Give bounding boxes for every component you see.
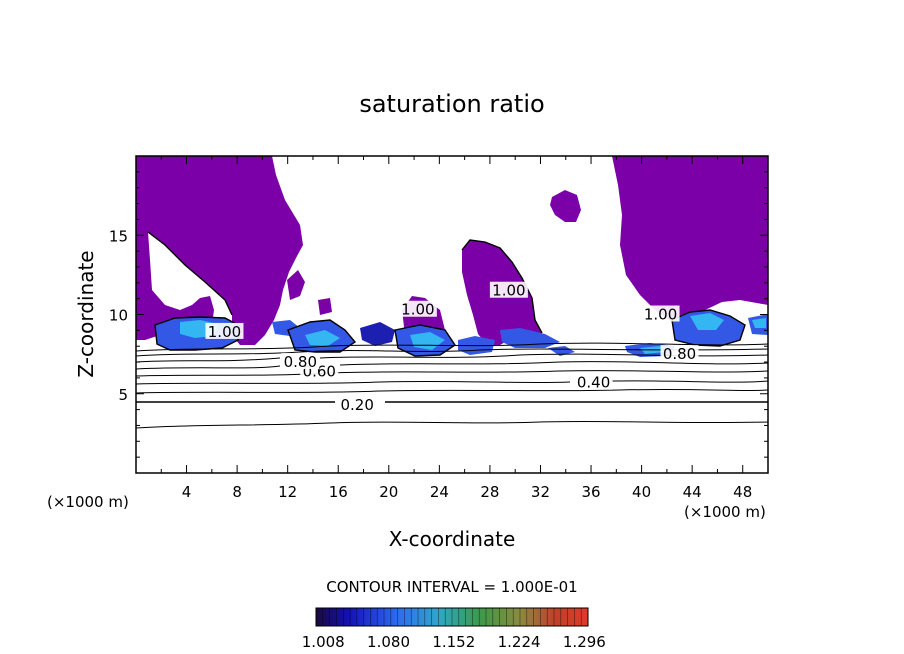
colorbar-tick-label: 1.224 bbox=[498, 633, 541, 651]
x-units-left: (×1000 m) bbox=[47, 493, 129, 511]
contour-line bbox=[136, 388, 768, 394]
chart-title: saturation ratio bbox=[359, 90, 544, 118]
contour-line bbox=[461, 239, 543, 334]
contour-line bbox=[136, 380, 768, 385]
y-tick-label: 5 bbox=[118, 386, 128, 404]
x-tick-label: 28 bbox=[480, 483, 499, 501]
x-tick-label: 24 bbox=[430, 483, 449, 501]
x-tick-label: 32 bbox=[531, 483, 550, 501]
contour-line bbox=[136, 370, 768, 377]
x-tick-label: 40 bbox=[632, 483, 651, 501]
x-units-right: (×1000 m) bbox=[684, 503, 766, 521]
contour-label: 0.80 bbox=[284, 353, 317, 371]
colorbar-tick-label: 1.296 bbox=[563, 633, 606, 651]
purple-region-left bbox=[136, 156, 303, 345]
cloud-patch bbox=[752, 318, 766, 328]
y-tick-label: 10 bbox=[109, 307, 128, 325]
x-tick-label: 12 bbox=[278, 483, 297, 501]
contour-labels: 0.200.400.600.801.001.001.00 1.000.80 bbox=[205, 281, 699, 414]
contour-label-bg bbox=[489, 281, 528, 298]
contour-line bbox=[136, 361, 768, 370]
colorbar-tick-label: 1.008 bbox=[302, 633, 345, 651]
x-tick-label: 36 bbox=[581, 483, 600, 501]
contour-label: 1.00 bbox=[208, 323, 241, 341]
purple-blob-small bbox=[287, 270, 305, 300]
contour-line bbox=[136, 348, 768, 357]
x-tick-label: 48 bbox=[733, 483, 752, 501]
x-axis-label: X-coordinate bbox=[389, 527, 516, 551]
contour-label-bg bbox=[574, 373, 613, 390]
contour-line bbox=[287, 319, 357, 353]
contour-interval-note: CONTOUR INTERVAL = 1.000E-01 bbox=[326, 578, 577, 596]
purple-blob-top bbox=[550, 190, 581, 222]
contour-line bbox=[671, 309, 746, 347]
contour-label-bg bbox=[398, 300, 437, 317]
x-tick-label: 16 bbox=[329, 483, 348, 501]
contour-line bbox=[136, 342, 768, 352]
cloud-patch bbox=[500, 328, 560, 348]
x-tick-label: 8 bbox=[232, 483, 242, 501]
colorbar-stripes bbox=[322, 608, 582, 626]
y-axis-label: Z-coordinate bbox=[74, 250, 98, 377]
x-axis: 4 8 12 16 20 24 28 32 36 40 44 48 bbox=[160, 156, 752, 501]
contour-label-bg bbox=[281, 353, 320, 370]
plot-area: 0.200.400.600.801.001.001.00 1.000.80 bbox=[136, 156, 768, 473]
cloud-patch bbox=[305, 330, 340, 346]
x-tick-label: 4 bbox=[182, 483, 192, 501]
colorbar-ticks: 1.008 1.080 1.152 1.224 1.296 bbox=[302, 633, 606, 651]
purple-region-right bbox=[612, 156, 768, 322]
contour-label-bg bbox=[641, 305, 680, 322]
contour-label: 1.00 bbox=[401, 301, 434, 319]
cloud-patch bbox=[690, 313, 724, 330]
contour-lines bbox=[136, 231, 768, 429]
contour-label-bg bbox=[660, 345, 699, 362]
y-tick-label: 15 bbox=[109, 227, 128, 245]
contour-line bbox=[154, 316, 241, 351]
cloud-patch bbox=[360, 322, 395, 346]
colorbar-tick-label: 1.152 bbox=[432, 633, 475, 651]
x-tick-label: 20 bbox=[379, 483, 398, 501]
colorbar: 1.008 1.080 1.152 1.224 1.296 bbox=[302, 607, 606, 651]
contour-label: 1.00 bbox=[644, 306, 677, 324]
contour-line bbox=[394, 324, 456, 357]
purple-blob-small-2 bbox=[318, 298, 332, 315]
contour-label: 1.00 bbox=[492, 282, 525, 300]
contour-label: 0.80 bbox=[663, 345, 696, 363]
contour-label-bg bbox=[338, 395, 377, 412]
contour-label: 0.40 bbox=[577, 374, 610, 392]
cloud-patch bbox=[548, 346, 575, 356]
contour-line bbox=[136, 420, 768, 429]
x-tick-label: 44 bbox=[683, 483, 702, 501]
contour-line bbox=[147, 231, 233, 316]
y-axis: 5 10 15 bbox=[109, 171, 768, 458]
colorbar-tick-label: 1.080 bbox=[367, 633, 410, 651]
contour-label: 0.20 bbox=[340, 396, 373, 414]
contour-label-bg bbox=[205, 322, 244, 339]
